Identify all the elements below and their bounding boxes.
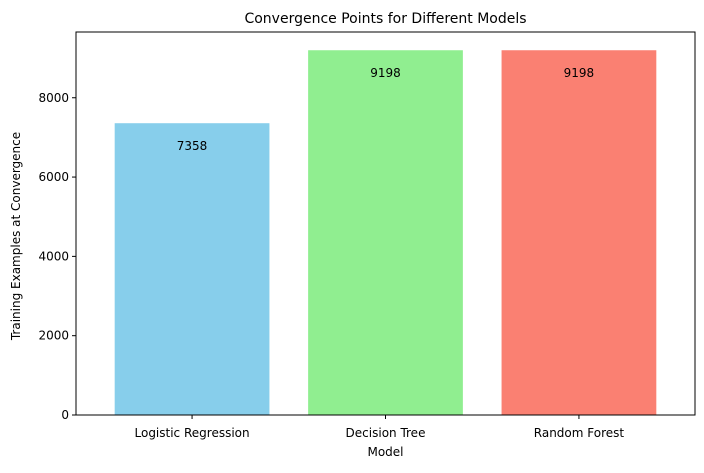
chart-title: Convergence Points for Different Models [244,11,526,27]
y-tick-label: 2000 [38,329,69,343]
plot-area: 7358 Logistic Regression 9198 Decision Tree… [38,31,696,440]
x-tick-label: Random Forest [534,426,625,440]
y-tick-label: 6000 [38,170,69,184]
y-tick-label: 8000 [38,91,69,105]
x-axis-label: Model [367,445,403,459]
data-label-decision-tree: 9198 [370,66,401,80]
bar-decision-tree [308,50,463,415]
y-axis-label: Training Examples at Convergence [9,132,23,341]
data-label-random-forest: 9198 [564,66,595,80]
axes-frame [75,31,696,416]
y-tick-label: 0 [61,408,69,422]
bar-random-forest [501,50,657,415]
x-tick-label: Logistic Regression [135,426,250,440]
data-label-logistic-regression: 7358 [177,139,208,153]
x-tick-label: Decision Tree [346,426,426,440]
y-tick-label: 4000 [38,249,69,263]
bar-logistic-regression [114,123,270,416]
